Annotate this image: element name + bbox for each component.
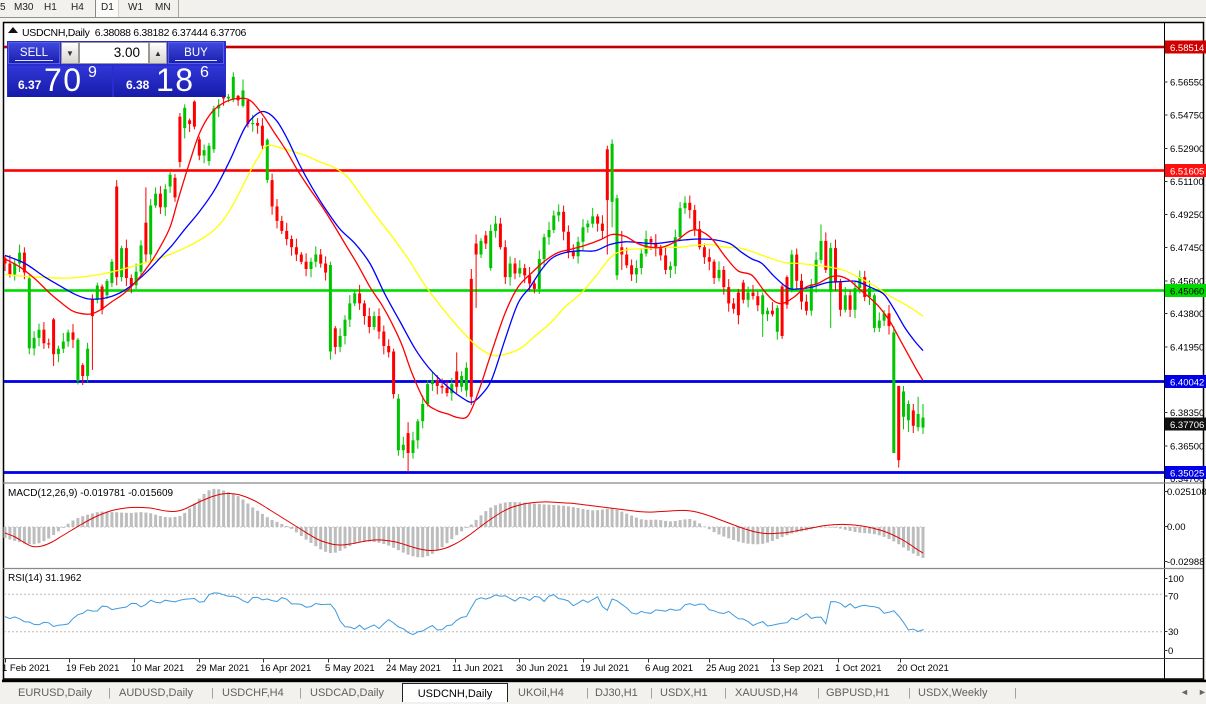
svg-text:6.36500: 6.36500 [1170, 442, 1204, 453]
svg-text:6.56550: 6.56550 [1170, 78, 1204, 89]
svg-text:16 Apr 2021: 16 Apr 2021 [260, 663, 311, 674]
svg-text:6.47450: 6.47450 [1170, 243, 1204, 254]
svg-text:100: 100 [1168, 574, 1184, 585]
svg-text:19 Jul 2021: 19 Jul 2021 [580, 663, 629, 674]
svg-text:6.35025: 6.35025 [1170, 468, 1204, 479]
svg-text:19 Feb 2021: 19 Feb 2021 [66, 663, 119, 674]
svg-text:6.51605: 6.51605 [1170, 166, 1204, 177]
svg-text:24 May 2021: 24 May 2021 [386, 663, 441, 674]
svg-text:0.00: 0.00 [1167, 522, 1186, 533]
svg-text:30: 30 [1168, 627, 1179, 638]
svg-text:MACD(12,26,9) -0.019781 -0.015: MACD(12,26,9) -0.019781 -0.015609 [8, 488, 174, 499]
svg-text:6.45600: 6.45600 [1170, 277, 1204, 288]
svg-text:30 Jun 2021: 30 Jun 2021 [516, 663, 568, 674]
svg-text:USDCNH,Daily 6.38088 6.38182: USDCNH,Daily 6.38088 6.38182 6.37444 6.3… [22, 27, 247, 39]
svg-text:0: 0 [1168, 646, 1173, 657]
svg-text:6.38350: 6.38350 [1170, 408, 1204, 419]
svg-text:29 Mar 2021: 29 Mar 2021 [196, 663, 249, 674]
svg-text:RSI(14) 31.1962: RSI(14) 31.1962 [8, 573, 82, 584]
svg-text:6.52900: 6.52900 [1170, 144, 1204, 155]
svg-text:6.41950: 6.41950 [1170, 343, 1204, 354]
svg-text:6.51100: 6.51100 [1170, 177, 1204, 188]
svg-text:6 Aug 2021: 6 Aug 2021 [645, 663, 693, 674]
svg-text:25 Aug 2021: 25 Aug 2021 [706, 663, 759, 674]
svg-text:13 Sep 2021: 13 Sep 2021 [770, 663, 824, 674]
svg-text:6.58514: 6.58514 [1170, 43, 1204, 54]
svg-text:0.025108: 0.025108 [1167, 487, 1206, 498]
svg-text:5 May 2021: 5 May 2021 [325, 663, 375, 674]
svg-text:10 Mar 2021: 10 Mar 2021 [131, 663, 184, 674]
svg-text:6.40042: 6.40042 [1170, 377, 1204, 388]
svg-text:11 Jun 2021: 11 Jun 2021 [452, 663, 504, 674]
svg-text:6.45060: 6.45060 [1170, 286, 1204, 297]
svg-text:70: 70 [1168, 592, 1179, 603]
svg-text:6.34700: 6.34700 [1170, 474, 1204, 485]
svg-text:6.49250: 6.49250 [1170, 210, 1204, 221]
svg-text:20 Oct 2021: 20 Oct 2021 [897, 663, 949, 674]
svg-text:6.43800: 6.43800 [1170, 309, 1204, 320]
svg-text:1 Feb 2021: 1 Feb 2021 [2, 663, 50, 674]
svg-text:6.54750: 6.54750 [1170, 111, 1204, 122]
svg-text:1 Oct 2021: 1 Oct 2021 [835, 663, 881, 674]
svg-text:6.37706: 6.37706 [1170, 420, 1204, 431]
svg-text:-0.02988: -0.02988 [1167, 557, 1205, 568]
